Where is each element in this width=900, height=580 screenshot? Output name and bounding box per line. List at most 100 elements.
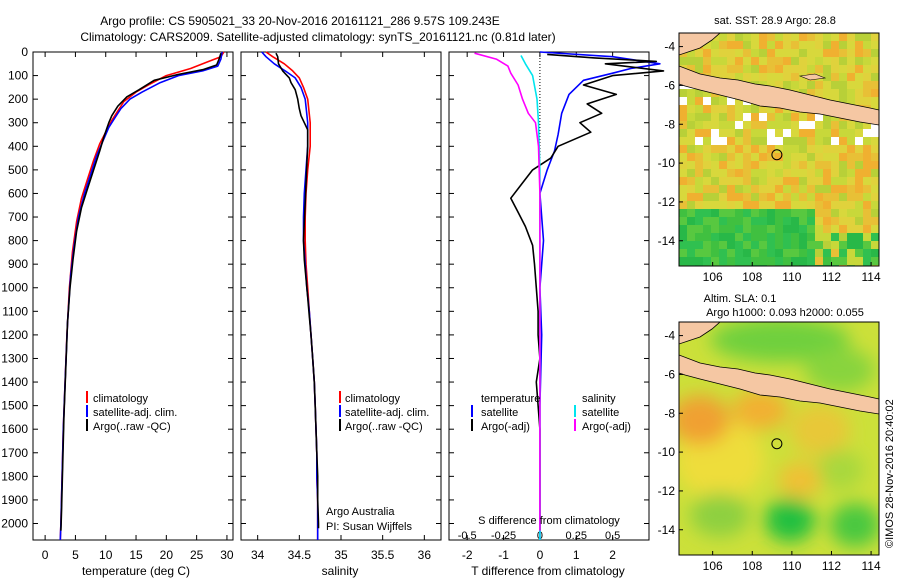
sst-cell — [687, 153, 695, 161]
sst-cell — [783, 177, 791, 185]
sst-cell — [847, 145, 855, 153]
sst-cell — [847, 169, 855, 177]
sst-cell — [823, 153, 831, 161]
legend-title-salinity: salinity — [582, 393, 616, 405]
map-x-tick-label: 112 — [822, 270, 841, 284]
sst-cell — [847, 209, 855, 217]
sst-cell — [743, 57, 751, 65]
sst-cell — [775, 249, 783, 257]
sst-cell — [831, 217, 839, 225]
sst-cell — [751, 137, 759, 145]
sst-cell — [831, 177, 839, 185]
figure-title-line2: Climatology: CARS2009. Satellite-adjuste… — [80, 30, 555, 44]
sst-cell — [703, 153, 711, 161]
sst-cell — [855, 97, 863, 105]
sst-cell — [799, 145, 807, 153]
sst-cell — [727, 161, 735, 169]
sst-cell — [767, 177, 775, 185]
sst-cell — [743, 65, 751, 73]
x-tick-label: -1 — [498, 548, 509, 562]
depth-tick-label: 1600 — [1, 422, 28, 436]
map-y-tick-label: -12 — [658, 484, 676, 498]
sst-cell — [687, 121, 695, 129]
sst-cell — [783, 65, 791, 73]
sst-cell — [783, 41, 791, 49]
sst-cell — [839, 201, 847, 209]
sst-cell — [751, 241, 759, 249]
sst-cell — [783, 73, 791, 81]
sst-cell — [799, 193, 807, 201]
sst-cell — [759, 225, 767, 233]
depth-tick-label: 200 — [8, 92, 28, 106]
sst-cell — [815, 209, 823, 217]
sst-cell — [695, 217, 703, 225]
sst-cell — [679, 89, 687, 97]
sst-cell — [847, 89, 855, 97]
sst-cell — [871, 129, 879, 137]
sst-cell — [863, 153, 871, 161]
sst-cell — [783, 249, 791, 257]
annotation-argo-australia: Argo Australia — [326, 506, 395, 518]
sst-cell — [799, 113, 807, 121]
sst-cell — [711, 105, 719, 113]
sst-cell — [687, 177, 695, 185]
sst-cell — [743, 169, 751, 177]
sst-cell — [743, 201, 751, 209]
sst-cell — [799, 225, 807, 233]
sst-cell — [767, 33, 775, 41]
sst-cell — [823, 217, 831, 225]
sst-cell — [735, 193, 743, 201]
sst-cell — [855, 153, 863, 161]
sst-cell — [759, 41, 767, 49]
sst-cell — [727, 169, 735, 177]
sst-cell — [775, 33, 783, 41]
sst-cell — [831, 41, 839, 49]
sst-cell — [679, 121, 687, 129]
map-y-tick-label: -14 — [658, 234, 676, 248]
legend-label-satellite: satellite-adj. clim. — [93, 407, 177, 419]
sst-cell — [847, 249, 855, 257]
sst-cell — [727, 137, 735, 145]
x-tick-label: 10 — [99, 548, 113, 562]
sst-cell — [807, 33, 815, 41]
sst-cell — [767, 249, 775, 257]
sst-cell — [711, 129, 719, 137]
sst-cell — [711, 145, 719, 153]
sst-cell — [695, 177, 703, 185]
x-tick-label: 36 — [418, 548, 432, 562]
sst-cell — [863, 57, 871, 65]
sst-cell — [839, 65, 847, 73]
sst-cell — [847, 217, 855, 225]
sst-cell — [679, 177, 687, 185]
sst-cell — [743, 161, 751, 169]
sst-cell — [871, 41, 879, 49]
sst-cell — [815, 185, 823, 193]
sst-cell — [727, 225, 735, 233]
depth-tick-label: 1300 — [1, 351, 28, 365]
depth-tick-label: 800 — [8, 234, 28, 248]
sst-cell — [735, 241, 743, 249]
sst-cell — [791, 41, 799, 49]
sst-cell — [703, 257, 711, 265]
sst-cell — [823, 209, 831, 217]
sla-map-title-line1: Altim. SLA: 0.1 — [704, 293, 777, 305]
sst-cell — [719, 209, 727, 217]
t-difference-axis-label: T difference from climatology — [471, 564, 625, 578]
sst-cell — [871, 201, 879, 209]
sst-cell — [775, 145, 783, 153]
sst-cell — [695, 89, 703, 97]
sst-cell — [871, 49, 879, 57]
sst-cell — [751, 121, 759, 129]
sst-cell — [775, 57, 783, 65]
sst-cell — [727, 241, 735, 249]
sst-cell — [775, 217, 783, 225]
sst-cell — [767, 129, 775, 137]
sst-cell — [815, 81, 823, 89]
sst-cell — [807, 177, 815, 185]
sst-cell — [743, 41, 751, 49]
sst-cell — [855, 161, 863, 169]
sst-cell — [719, 217, 727, 225]
sst-cell — [791, 73, 799, 81]
sst-cell — [695, 209, 703, 217]
sst-cell — [695, 97, 703, 105]
